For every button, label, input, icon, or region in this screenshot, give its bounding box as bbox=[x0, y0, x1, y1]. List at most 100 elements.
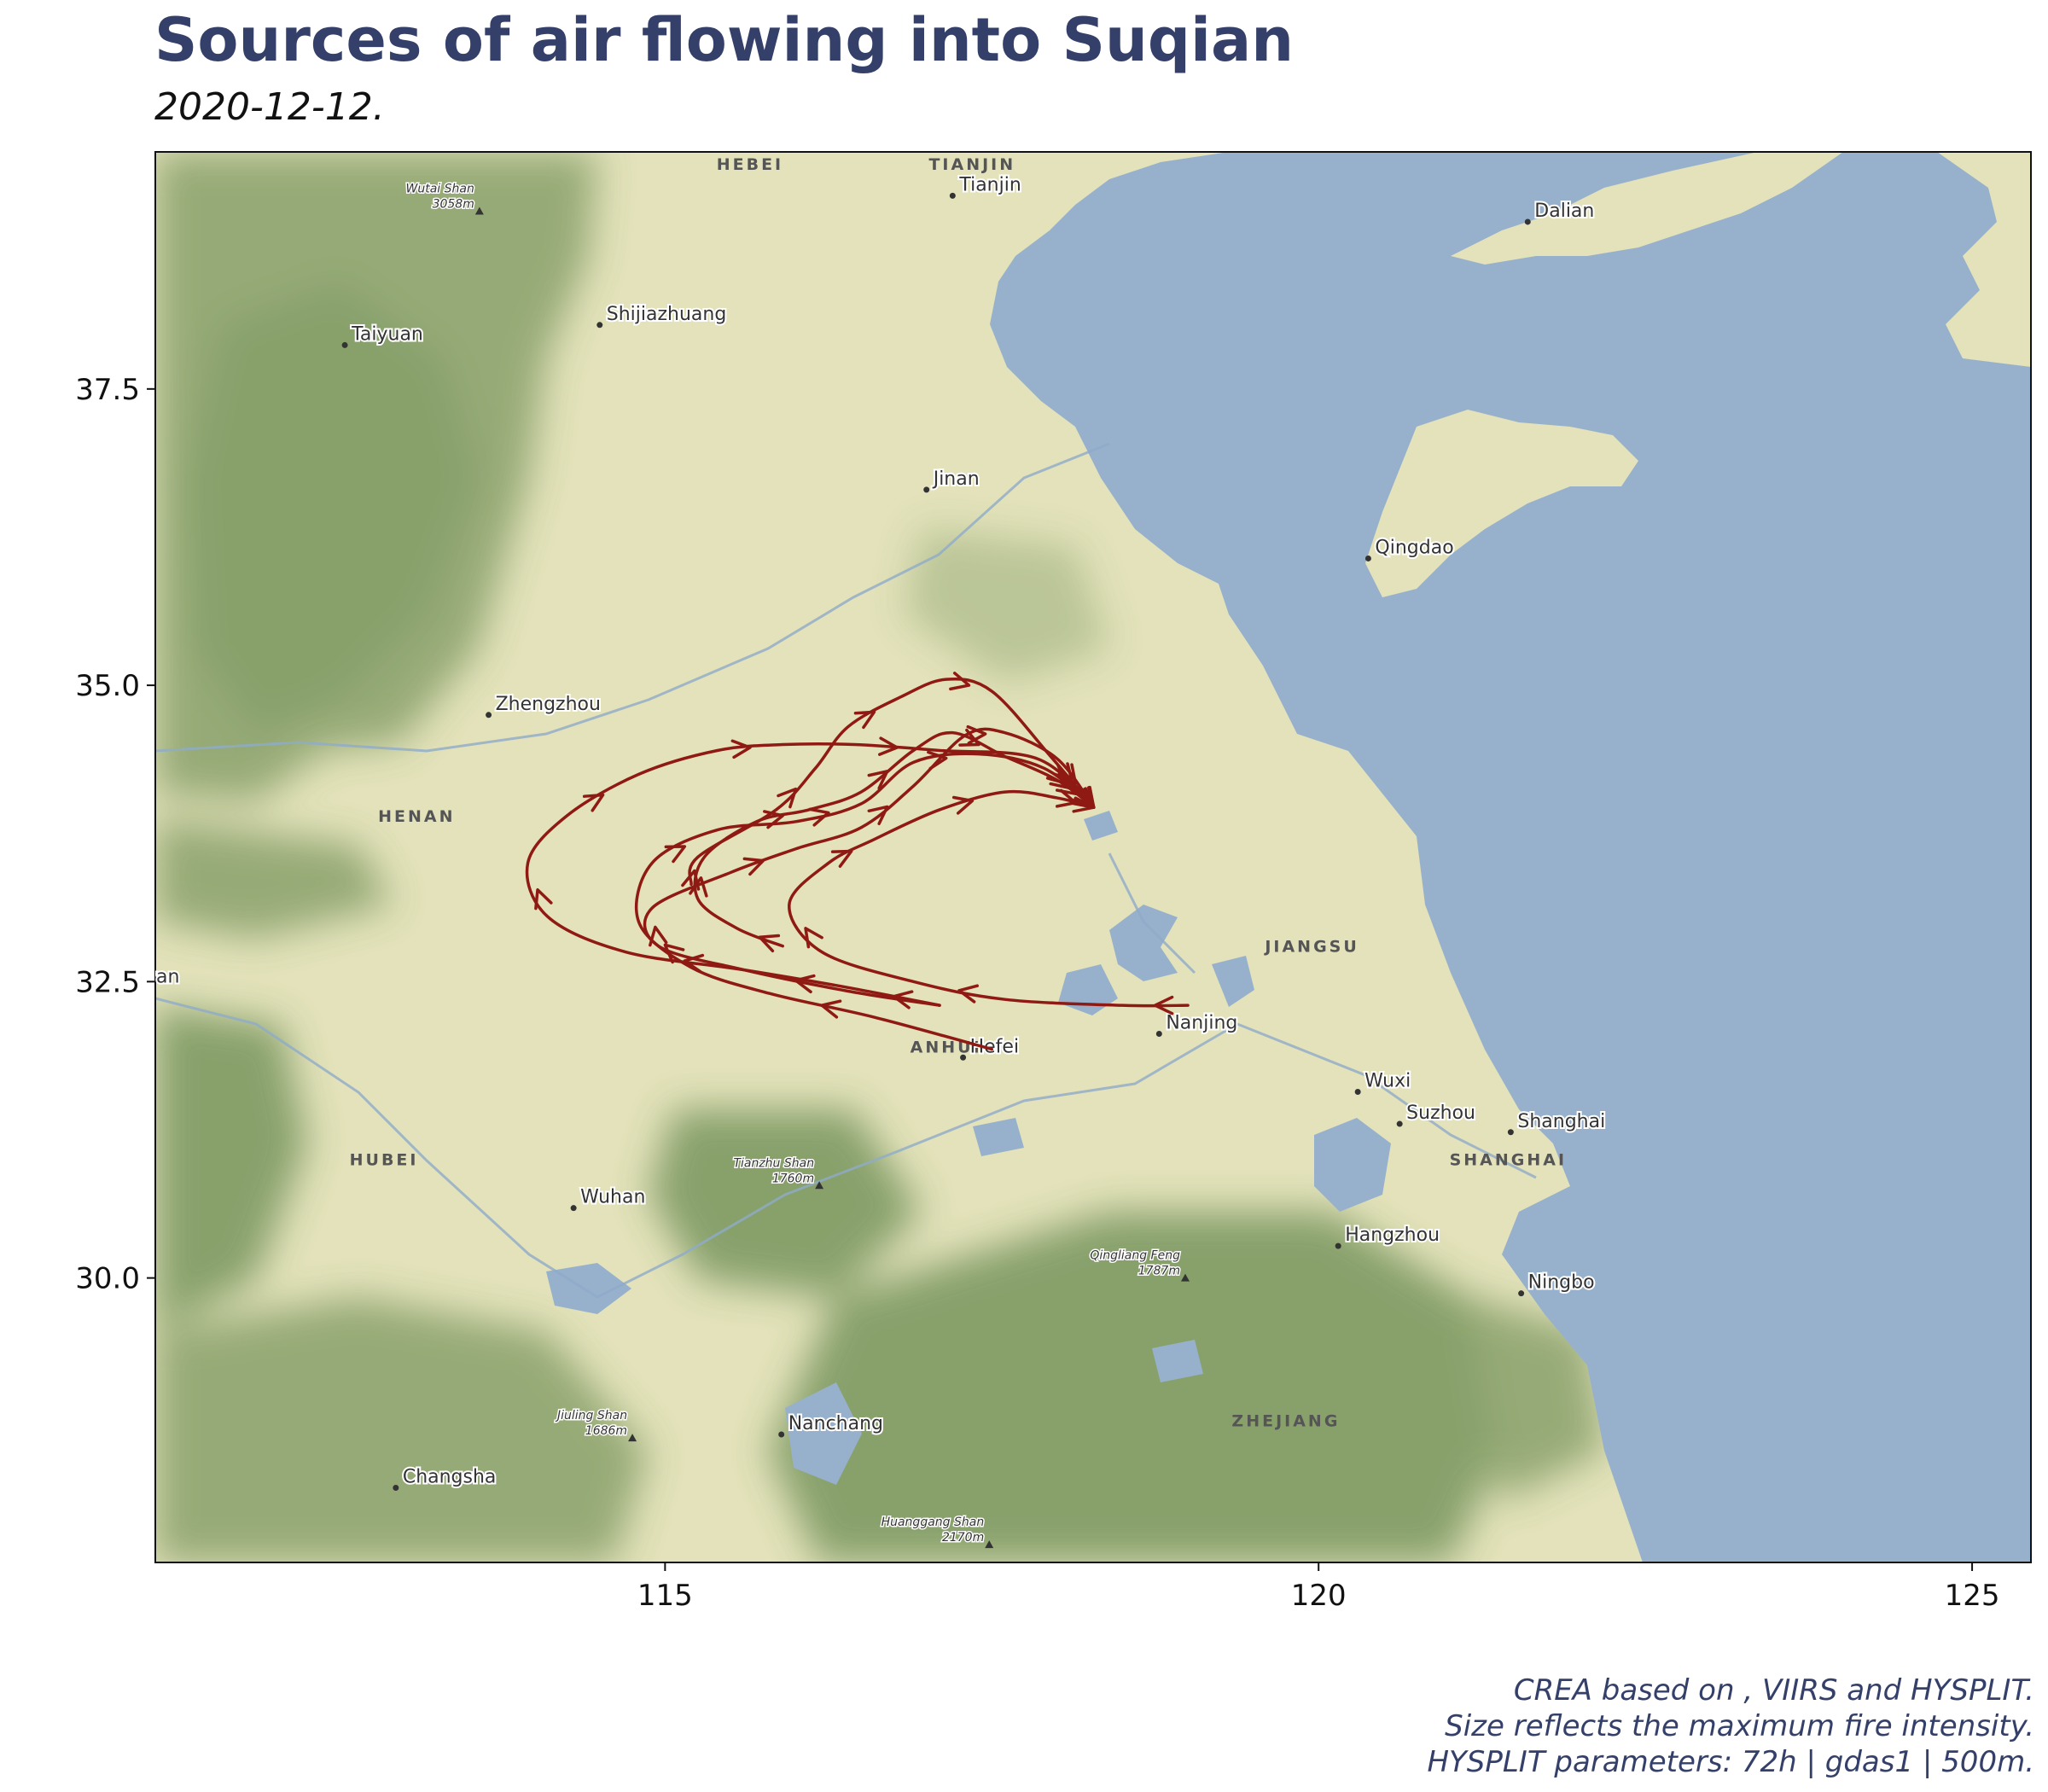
province-label: HENAN bbox=[378, 807, 455, 826]
peak-elevation-label: 1787m bbox=[1138, 1265, 1180, 1278]
city-marker bbox=[1524, 218, 1531, 225]
trajectory-arrow bbox=[1045, 764, 1068, 785]
city-label: Shijiazhuang bbox=[607, 304, 727, 325]
peak-elevation-label: 3058m bbox=[433, 197, 474, 211]
city-marker bbox=[596, 322, 603, 329]
trajectory-arrow bbox=[820, 999, 842, 1019]
x-tick-label: 115 bbox=[637, 1579, 693, 1613]
peak-name-label: Jiuling Shan bbox=[555, 1409, 627, 1423]
city-label: Ningbo bbox=[1528, 1272, 1595, 1294]
province-label: JIANGSU bbox=[1263, 938, 1359, 957]
trajectory-arrow bbox=[957, 984, 980, 1004]
plot-frame bbox=[154, 151, 2032, 1563]
city-label: Taiyuan bbox=[351, 323, 423, 345]
city-marker bbox=[1507, 1129, 1514, 1136]
peak-name-label: Qingliang Feng bbox=[1090, 1249, 1180, 1263]
peak-name-label: Wutai Shan bbox=[406, 182, 474, 195]
trajectory-arrow bbox=[534, 887, 553, 911]
city-label: Qingdao bbox=[1375, 537, 1453, 558]
province-label: ANHUI bbox=[911, 1039, 982, 1057]
y-tick-label: 32.5 bbox=[75, 965, 140, 999]
liaodong-peninsula bbox=[1451, 152, 1843, 265]
shandong-peninsula bbox=[1365, 410, 1638, 597]
city-label: Wuhan bbox=[580, 1187, 645, 1208]
trajectory-arrow bbox=[878, 736, 899, 756]
peak-elevation-label: 1760m bbox=[772, 1172, 814, 1185]
province-label: HEBEI bbox=[717, 155, 783, 174]
inland-water bbox=[546, 811, 1391, 1485]
trajectory-arrow bbox=[730, 739, 752, 759]
city-marker bbox=[570, 1205, 577, 1212]
y-tick-label: 37.5 bbox=[75, 373, 140, 407]
axes: 115 120 125 30.0 32.5 35.0 37.5 bbox=[75, 373, 1999, 1613]
trajectory-arrow bbox=[958, 728, 980, 747]
peak-marker bbox=[985, 1540, 994, 1549]
city-label: yan bbox=[145, 966, 179, 987]
trajectory-arrow bbox=[966, 724, 987, 745]
city-label: Nanchang bbox=[788, 1413, 883, 1434]
trajectory-arrow bbox=[830, 849, 853, 868]
city-marker bbox=[393, 1484, 399, 1491]
city-label: Dalian bbox=[1534, 201, 1594, 222]
trajectory-arrow bbox=[892, 990, 914, 1009]
x-tick-label: 120 bbox=[1291, 1579, 1347, 1613]
trajectory bbox=[681, 672, 1096, 891]
trajectory-arrow bbox=[808, 807, 830, 827]
city-label: Wuxi bbox=[1364, 1071, 1411, 1092]
rivers bbox=[155, 442, 1537, 1299]
city-label: Shanghai bbox=[1517, 1111, 1605, 1132]
city-label: Hangzhou bbox=[1345, 1225, 1440, 1246]
trajectory-arrow bbox=[867, 805, 889, 826]
province-label: HUBEI bbox=[350, 1151, 419, 1170]
city-label: Jinan bbox=[932, 468, 980, 490]
trajectory-arrow bbox=[683, 953, 705, 974]
trajectory-arrow bbox=[582, 793, 605, 812]
caption: CREA based on , VIIRS and HYSPLIT. Size … bbox=[1427, 1673, 2034, 1780]
peak-marker bbox=[474, 207, 484, 215]
city-marker bbox=[1364, 555, 1371, 561]
trajectory-line bbox=[693, 730, 1096, 948]
city-marker bbox=[778, 1431, 785, 1438]
trajectory-line bbox=[688, 677, 1096, 887]
sea bbox=[990, 152, 2031, 1562]
peak-marker bbox=[815, 1181, 824, 1190]
city-label: Suzhou bbox=[1406, 1103, 1475, 1124]
y-tick-label: 35.0 bbox=[75, 669, 140, 703]
trajectory bbox=[788, 788, 1190, 1015]
city-marker bbox=[960, 1054, 967, 1061]
trajectory-line bbox=[525, 742, 1096, 1007]
city-label: Hefei bbox=[970, 1036, 1019, 1057]
trajectory-arrow bbox=[1154, 995, 1174, 1015]
city-marker bbox=[923, 486, 930, 493]
city-marker bbox=[1155, 1030, 1162, 1037]
y-tick-label: 30.0 bbox=[75, 1262, 140, 1296]
city-marker bbox=[486, 712, 492, 719]
map-features: HEBEI TIANJIN HENAN JIANGSU ANHUI HUBEI SHANGH… bbox=[145, 155, 1607, 1549]
peak-marker bbox=[1180, 1273, 1190, 1282]
trajectory-end-arrow bbox=[1072, 787, 1096, 809]
chart-subtitle: 2020-12-12. bbox=[154, 85, 385, 129]
city-marker bbox=[341, 341, 348, 348]
trajectory-arrow bbox=[951, 795, 975, 815]
korea-coast bbox=[1937, 152, 2031, 367]
province-label: SHANGHAI bbox=[1450, 1151, 1567, 1170]
trajectory-arrow bbox=[853, 710, 876, 730]
caption-line-source: CREA based on , VIIRS and HYSPLIT. bbox=[1513, 1673, 2034, 1708]
city-label: Changsha bbox=[403, 1466, 497, 1487]
trajectory-arrow bbox=[804, 927, 823, 949]
trajectory-arrow bbox=[794, 974, 816, 994]
city-marker bbox=[1354, 1089, 1361, 1096]
caption-line-hysplit: HYSPLIT parameters: 72h | gdas1 | 500m. bbox=[1427, 1745, 2034, 1779]
chart-title: Sources of air flowing into Suqian bbox=[154, 5, 1295, 75]
caption-line-size: Size reflects the maximum fire intensity… bbox=[1445, 1709, 2034, 1743]
peak-name-label: Huanggang Shan bbox=[881, 1516, 985, 1529]
trajectory bbox=[525, 736, 1096, 1009]
trajectory-arrow bbox=[742, 857, 765, 876]
trajectory-arrow bbox=[1053, 762, 1074, 784]
peak-marker bbox=[628, 1434, 637, 1442]
trajectory-layer bbox=[525, 672, 1190, 1051]
city-marker bbox=[1396, 1120, 1403, 1127]
trajectory-line bbox=[788, 789, 1190, 1008]
city-label: Nanjing bbox=[1166, 1012, 1237, 1033]
